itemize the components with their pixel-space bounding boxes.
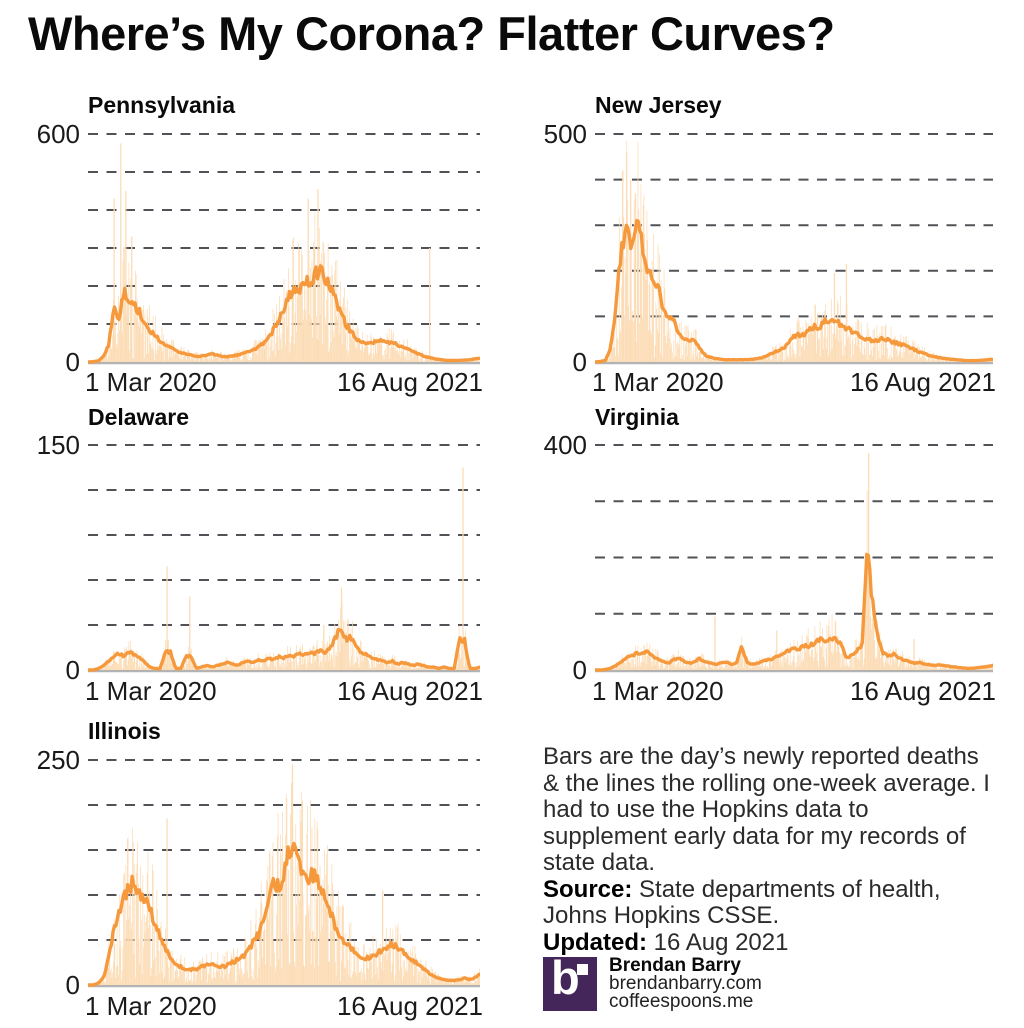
brand-site-2: coffeespoons.me (609, 991, 754, 1012)
x-axis-start-label: 1 Mar 2020 (85, 676, 217, 706)
plot-new-jersey (595, 133, 993, 365)
y-axis-max-label: 250 (36, 745, 80, 775)
chart-title-virginia: Virginia (595, 404, 679, 430)
chart-new-jersey: New Jersey 500 0 1 Mar 2020 16 Aug 2021 (535, 86, 996, 406)
x-axis-end-label: 16 Aug 2021 (336, 676, 483, 706)
brand-site-1: brendanbarry.com (609, 973, 762, 994)
logo-dot (577, 964, 588, 975)
chart-delaware: Delaware 150 0 1 Mar 2020 16 Aug 2021 (30, 398, 483, 714)
chart-title-new-jersey: New Jersey (595, 92, 722, 118)
y-axis-zero-label: 0 (65, 970, 80, 1000)
chart-pennsylvania: Pennsylvania 600 0 1 Mar 2020 16 Aug 202… (30, 86, 483, 406)
brand-name: Brendan Barry (609, 955, 741, 976)
x-axis-start-label: 1 Mar 2020 (592, 676, 724, 706)
plot-illinois (88, 759, 480, 988)
y-axis-zero-label: 0 (572, 655, 587, 685)
chart-illinois: Illinois 250 0 1 Mar 2020 16 Aug 2021 (30, 712, 483, 1028)
source-label: Source: (543, 875, 633, 903)
x-axis-end-label: 16 Aug 2021 (849, 676, 996, 706)
note-text: Bars are the day’s newly reported deaths… (543, 743, 990, 876)
y-axis-zero-label: 0 (572, 347, 587, 377)
brand-logo: b (543, 951, 597, 1011)
y-axis-zero-label: 0 (65, 347, 80, 377)
source-line: Source: State departments of health, Joh… (543, 875, 941, 929)
plot-delaware (88, 444, 480, 673)
chart-virginia: Virginia 400 0 1 Mar 2020 16 Aug 2021 (535, 398, 996, 714)
y-axis-max-label: 150 (36, 430, 80, 460)
x-axis-end-label: 16 Aug 2021 (849, 367, 996, 397)
x-axis-end-label: 16 Aug 2021 (336, 367, 483, 397)
chart-title-illinois: Illinois (88, 718, 161, 744)
note-block: Bars are the day’s newly reported deaths… (543, 743, 995, 956)
plot-pennsylvania (88, 133, 480, 365)
chart-title-pennsylvania: Pennsylvania (88, 92, 236, 118)
y-axis-zero-label: 0 (65, 655, 80, 685)
logo-letter: b (551, 951, 580, 1004)
x-axis-start-label: 1 Mar 2020 (85, 991, 217, 1021)
page-title: Where’s My Corona? Flatter Curves? (28, 7, 835, 60)
x-axis-start-label: 1 Mar 2020 (85, 367, 217, 397)
x-axis-end-label: 16 Aug 2021 (336, 991, 483, 1021)
y-axis-max-label: 400 (543, 430, 587, 460)
plot-virginia (595, 444, 993, 673)
chart-title-delaware: Delaware (88, 404, 190, 430)
y-axis-max-label: 600 (36, 119, 80, 149)
y-axis-max-label: 500 (543, 119, 587, 149)
updated-label: Updated: (543, 928, 647, 956)
updated-line: Updated: 16 Aug 2021 (543, 928, 789, 956)
x-axis-start-label: 1 Mar 2020 (592, 367, 724, 397)
